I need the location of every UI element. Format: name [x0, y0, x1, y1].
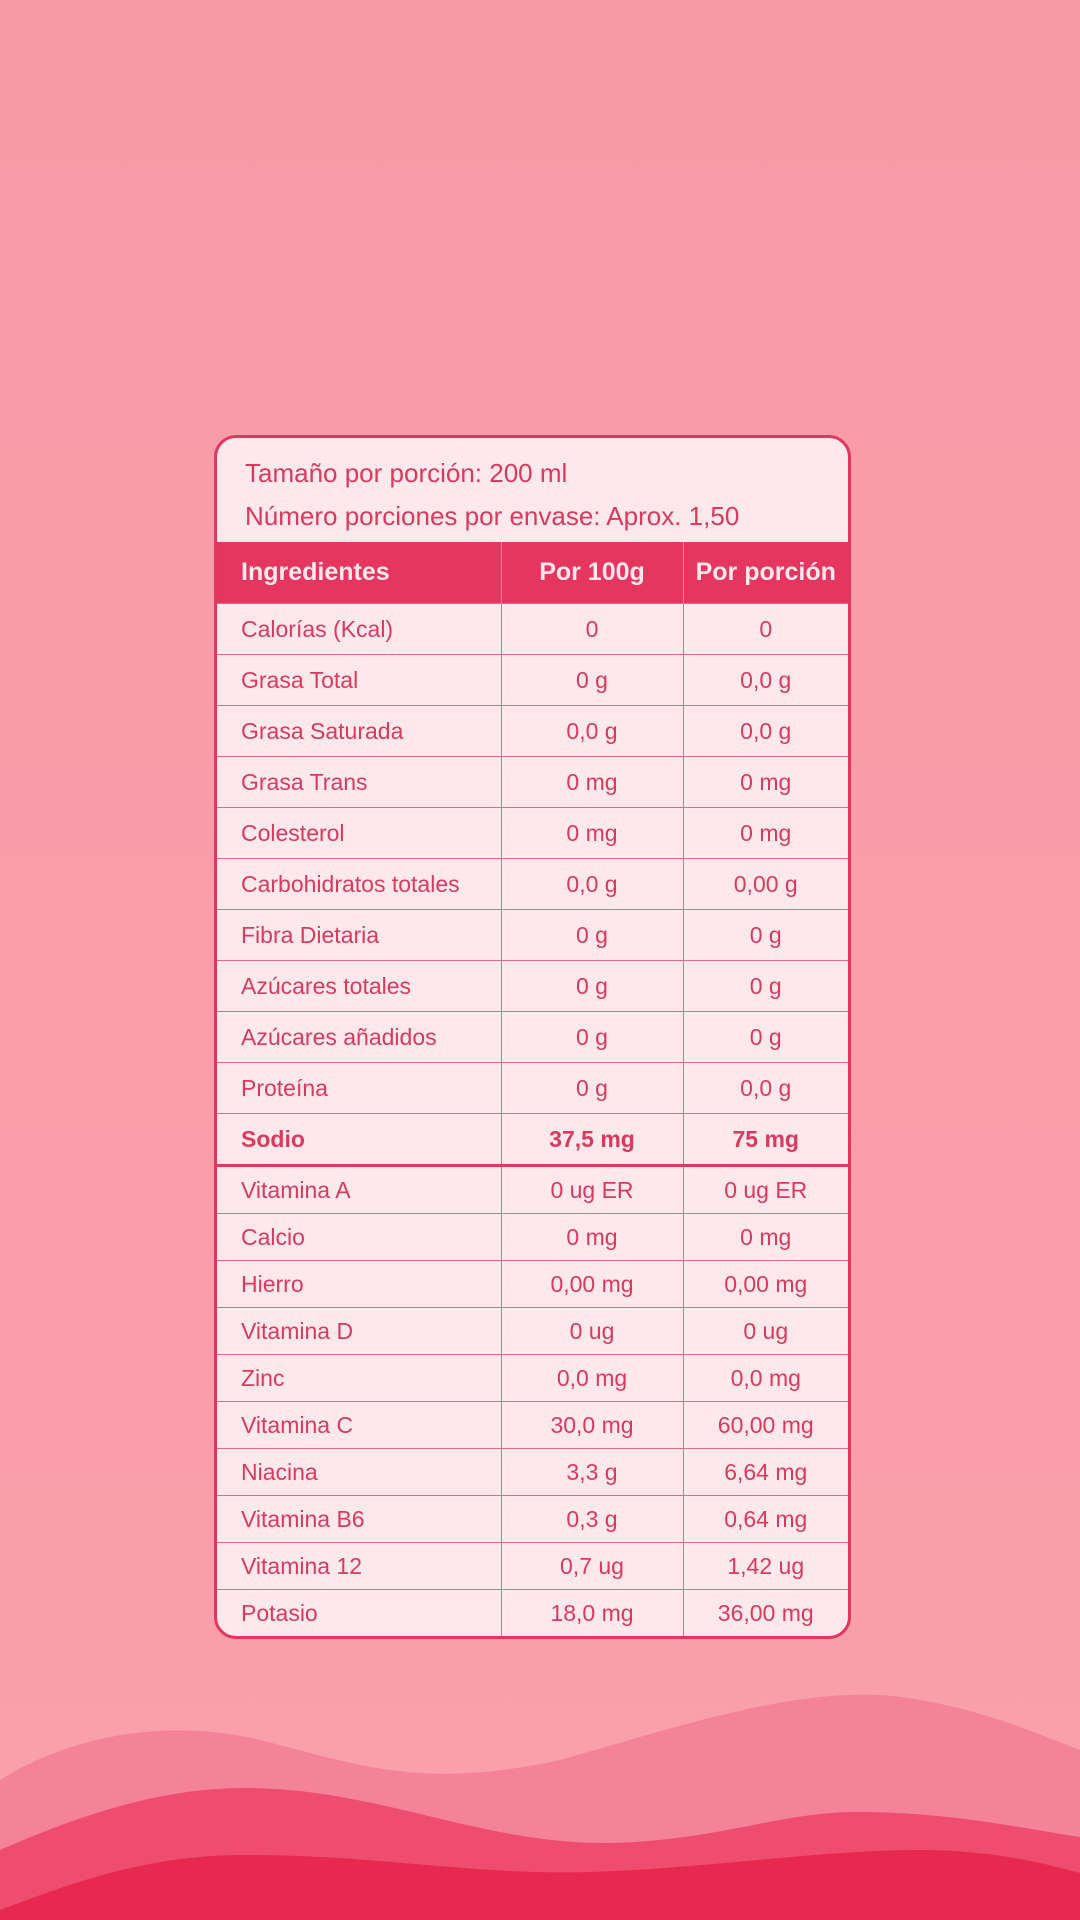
nutrient-value: 0,0 g [682, 654, 848, 706]
nutrient-row: Vitamina C 30,0 mg 60,00 mg [217, 1401, 848, 1449]
nutrient-value: 0 ug [500, 1307, 683, 1355]
nutrient-row: Vitamina B6 0,3 g 0,64 mg [217, 1495, 848, 1543]
serving-size: Tamaño por porción: 200 ml [245, 458, 568, 488]
nutrient-name: Azúcares totales [217, 960, 501, 1012]
nutrient-value: 0,00 mg [682, 1260, 848, 1308]
nutrient-value: 0 ug ER [682, 1165, 848, 1214]
nutrient-value: 18,0 mg [500, 1589, 683, 1636]
nutrient-row: Calcio 0 mg 0 mg [217, 1213, 848, 1261]
nutrient-name: Grasa Total [217, 654, 501, 706]
nutrient-value: 0,00 g [682, 858, 848, 910]
nutrient-row: Proteína 0 g 0,0 g [217, 1062, 848, 1114]
nutrient-row: Sodio 37,5 mg 75 mg [217, 1113, 848, 1167]
nutrient-value: 0 g [500, 1011, 683, 1063]
nutrient-value: 0,3 g [500, 1495, 683, 1543]
nutrient-row: Grasa Total 0 g 0,0 g [217, 654, 848, 706]
nutrient-row: Niacina 3,3 g 6,64 mg [217, 1448, 848, 1496]
nutrition-card: Tamaño por porción: 200 ml Número porcio… [214, 435, 851, 1639]
nutrient-name: Vitamina D [217, 1307, 501, 1355]
nutrient-value: 75 mg [682, 1113, 848, 1167]
nutrient-value: 0 g [500, 909, 683, 961]
nutrient-value: 0 g [500, 960, 683, 1012]
nutrient-name: Azúcares añadidos [217, 1011, 501, 1063]
nutrient-value: 6,64 mg [682, 1448, 848, 1496]
nutrient-name: Grasa Trans [217, 756, 501, 808]
nutrient-name: Vitamina 12 [217, 1542, 501, 1590]
nutrient-row: Colesterol 0 mg 0 mg [217, 807, 848, 859]
nutrient-value: 0,0 mg [500, 1354, 683, 1402]
nutrient-name: Zinc [217, 1354, 501, 1402]
servings-per-container: Número porciones por envase: Aprox. 1,50 [245, 501, 740, 531]
nutrition-table: Ingredientes Por 100g Por porción Calorías… [217, 542, 848, 1636]
column-header: Por porción [682, 542, 848, 604]
nutrient-name: Hierro [217, 1260, 501, 1308]
nutrient-value: 0 g [682, 909, 848, 961]
nutrient-name: Colesterol [217, 807, 501, 859]
nutrient-value: 36,00 mg [682, 1589, 848, 1636]
nutrient-value: 30,0 mg [500, 1401, 683, 1449]
nutrient-value: 37,5 mg [500, 1113, 683, 1167]
nutrient-value: 0 mg [682, 1213, 848, 1261]
nutrient-value: 0,0 g [500, 858, 683, 910]
nutrient-value: 1,42 ug [682, 1542, 848, 1590]
nutrient-value: 60,00 mg [682, 1401, 848, 1449]
nutrient-value: 0 mg [682, 756, 848, 808]
nutrient-name: Proteína [217, 1062, 501, 1114]
nutrient-row: Grasa Trans 0 mg 0 mg [217, 756, 848, 808]
nutrient-row: Grasa Saturada 0,0 g 0,0 g [217, 705, 848, 757]
nutrient-row: Carbohidratos totales 0,0 g 0,00 g [217, 858, 848, 910]
nutrient-name: Calcio [217, 1213, 501, 1261]
nutrient-value: 0,64 mg [682, 1495, 848, 1543]
nutrient-value: 0 g [682, 1011, 848, 1063]
nutrient-value: 0 ug ER [500, 1165, 683, 1214]
nutrient-name: Calorías (Kcal) [217, 603, 501, 655]
nutrient-value: 0 mg [682, 807, 848, 859]
wave-dark [0, 1850, 1080, 1920]
nutrient-row: Hierro 0,00 mg 0,00 mg [217, 1260, 848, 1308]
nutrient-value: 0,7 ug [500, 1542, 683, 1590]
nutrient-name: Potasio [217, 1589, 501, 1636]
nutrient-name: Vitamina A [217, 1165, 501, 1214]
nutrient-value: 0 mg [500, 807, 683, 859]
header-row: Ingredientes Por 100g Por porción [217, 542, 848, 604]
nutrient-name: Niacina [217, 1448, 501, 1496]
nutrient-row: Potasio 18,0 mg 36,00 mg [217, 1589, 848, 1636]
nutrient-value: 0 ug [682, 1307, 848, 1355]
nutrient-value: 0,0 g [500, 705, 683, 757]
nutrient-name: Grasa Saturada [217, 705, 501, 757]
nutrient-name: Vitamina C [217, 1401, 501, 1449]
nutrient-value: 0 g [500, 1062, 683, 1114]
nutrient-name: Vitamina B6 [217, 1495, 501, 1543]
nutrient-name: Carbohidratos totales [217, 858, 501, 910]
nutrient-row: Calorías (Kcal) 0 0 [217, 603, 848, 655]
nutrient-row: Vitamina 12 0,7 ug 1,42 ug [217, 1542, 848, 1590]
nutrient-value: 0,00 mg [500, 1260, 683, 1308]
column-header: Ingredientes [217, 542, 501, 604]
nutrient-value: 0,0 g [682, 1062, 848, 1114]
nutrient-name: Sodio [217, 1113, 501, 1167]
nutrient-value: 0 g [682, 960, 848, 1012]
nutrient-value: 0 [500, 603, 683, 655]
nutrient-row: Zinc 0,0 mg 0,0 mg [217, 1354, 848, 1402]
nutrient-value: 0 mg [500, 756, 683, 808]
nutrient-value: 0,0 g [682, 705, 848, 757]
nutrient-value: 0,0 mg [682, 1354, 848, 1402]
column-header: Por 100g [500, 542, 683, 604]
nutrient-value: 3,3 g [500, 1448, 683, 1496]
nutrient-value: 0 [682, 603, 848, 655]
nutrient-value: 0 mg [500, 1213, 683, 1261]
nutrient-value: 0 g [500, 654, 683, 706]
nutrient-name: Fibra Dietaria [217, 909, 501, 961]
serving-info: Tamaño por porción: 200 ml Número porcio… [217, 438, 848, 542]
